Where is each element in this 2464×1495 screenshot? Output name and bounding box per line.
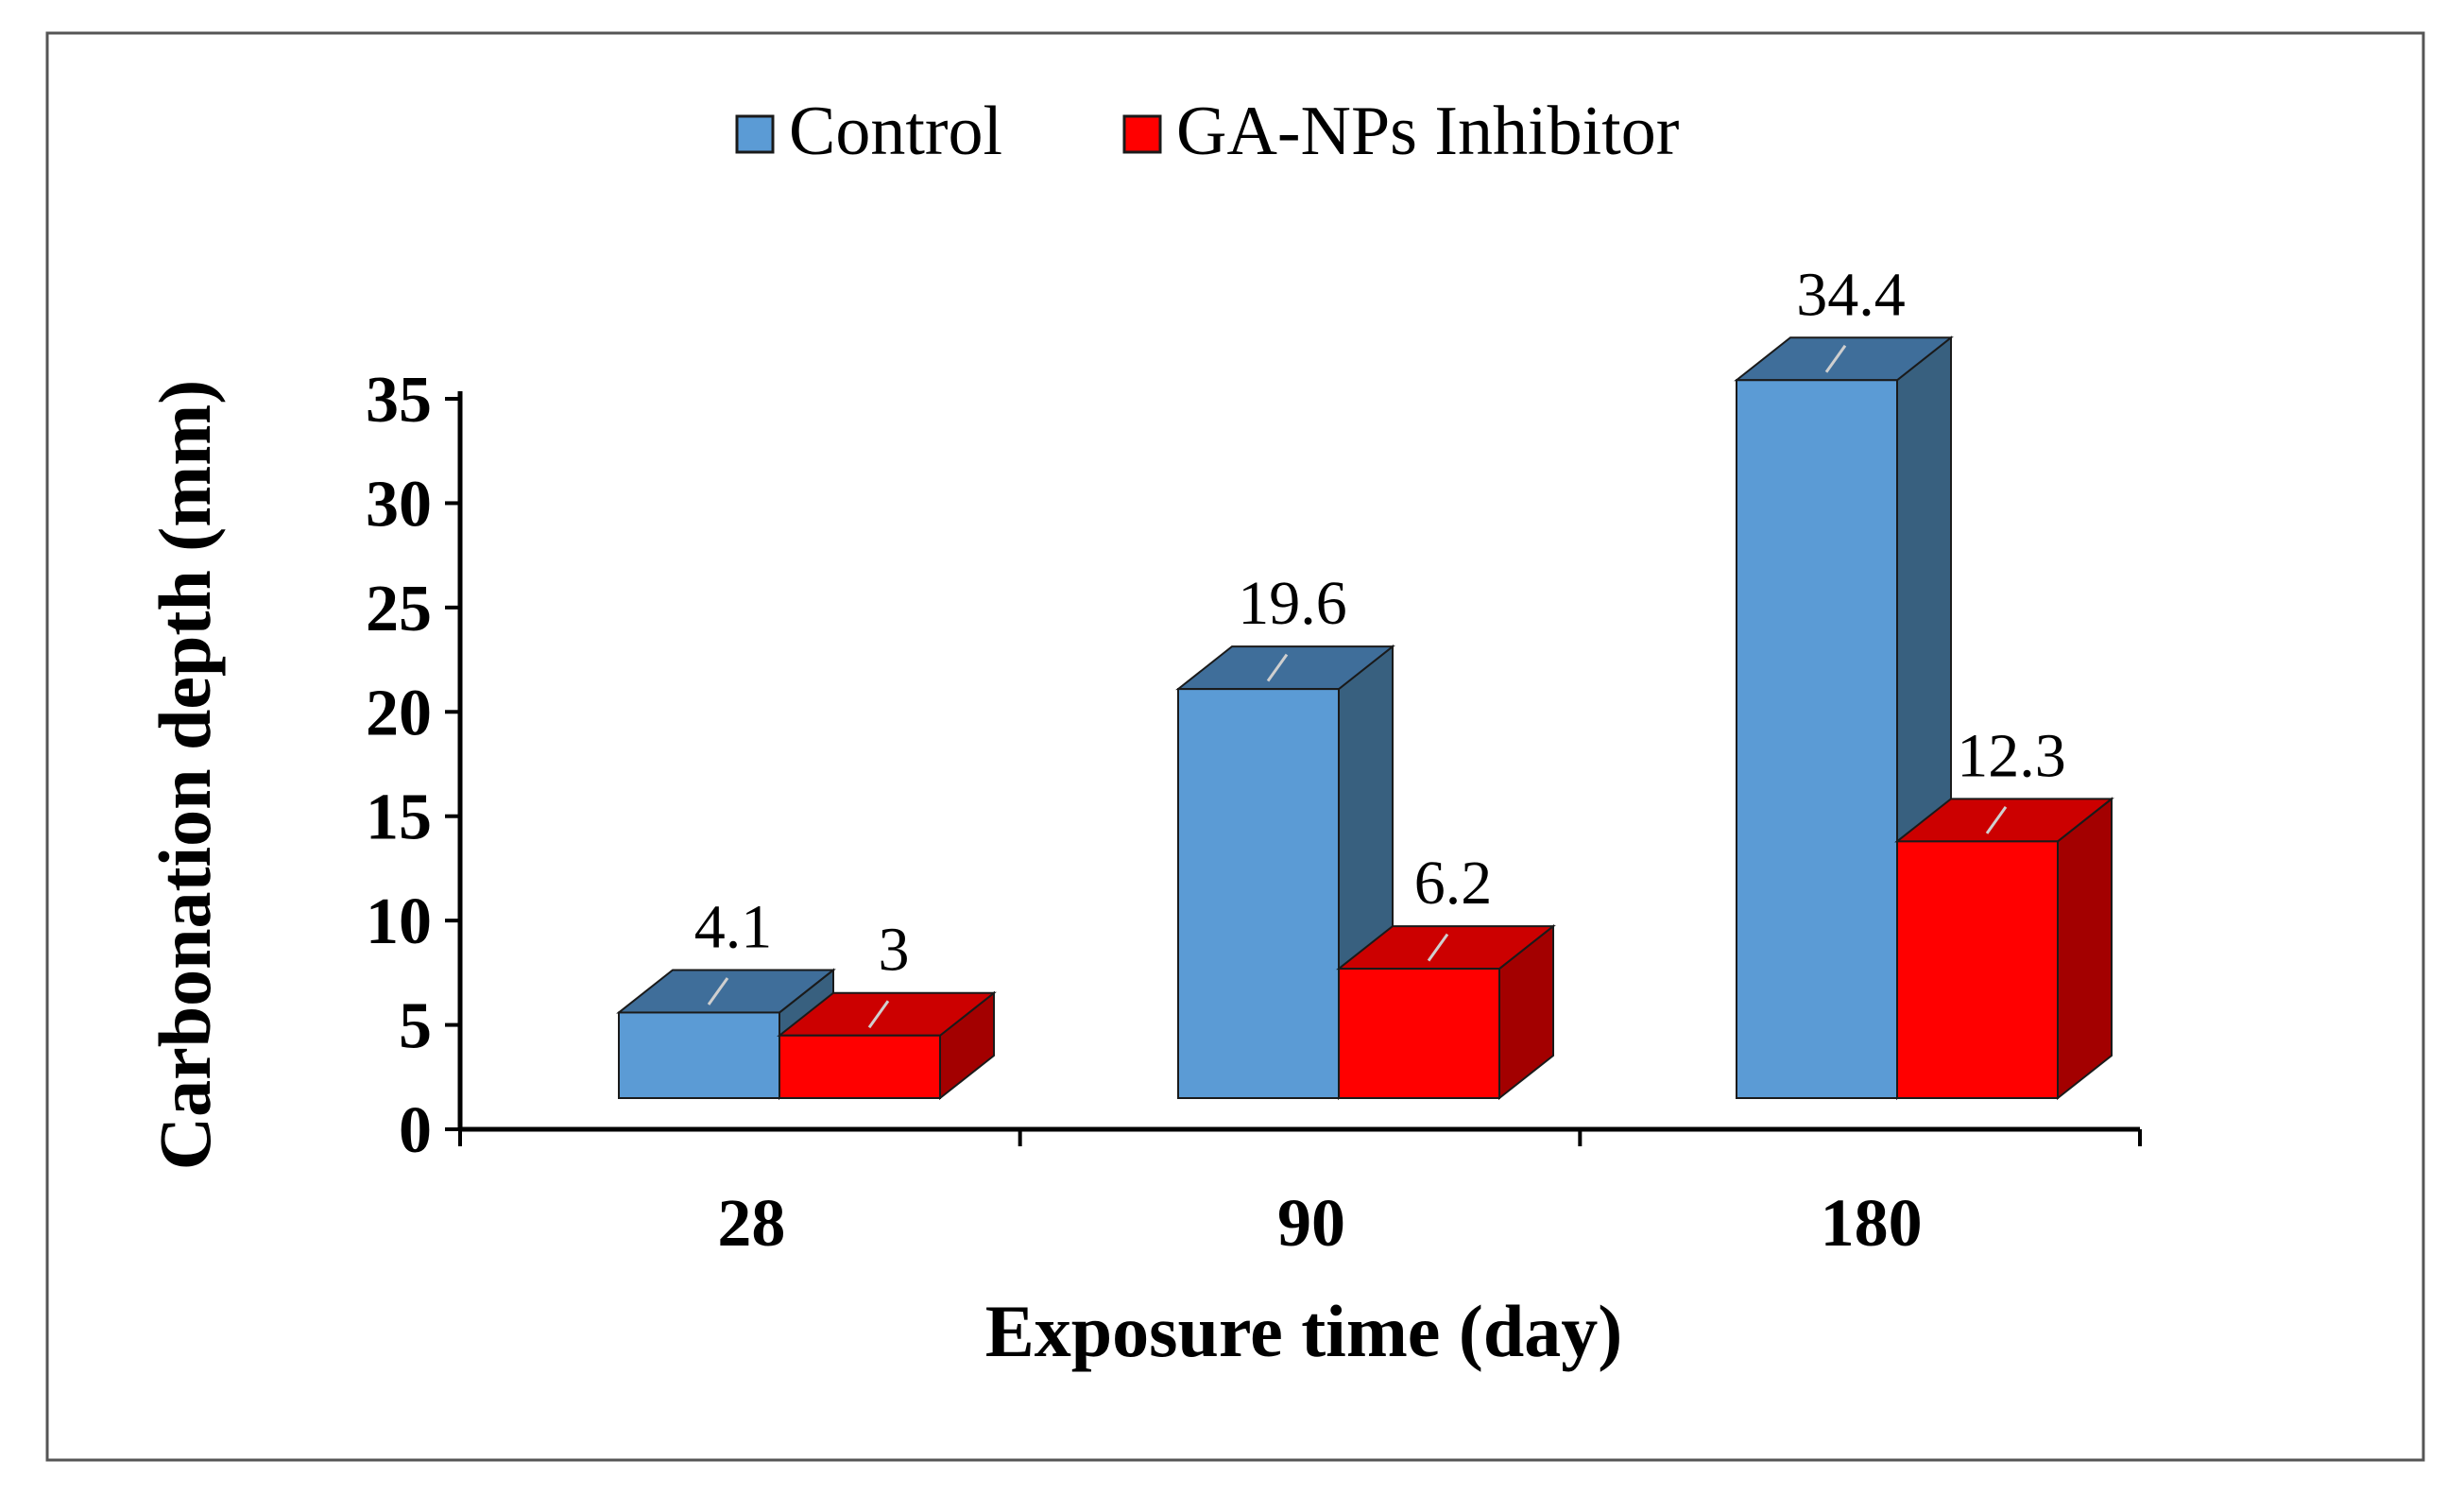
bar-control-180 bbox=[1736, 379, 1898, 1100]
legend-swatch bbox=[1122, 114, 1162, 154]
bar-control-90 bbox=[1177, 688, 1340, 1099]
y-tick-label: 20 bbox=[366, 677, 432, 749]
bar-ga-nps-inhibitor-90 bbox=[1338, 968, 1500, 1100]
legend-swatch bbox=[735, 114, 775, 154]
y-tick-label: 35 bbox=[366, 364, 432, 437]
data-label-leader bbox=[867, 1000, 890, 1029]
legend-label: GA-NPs Inhibitor bbox=[1176, 93, 1679, 170]
data-label: 34.4 bbox=[1796, 260, 1906, 329]
bars bbox=[616, 335, 2114, 1101]
bar-side-ga-nps-inhibitor-180 bbox=[2057, 797, 2113, 1101]
axes: 0 5 10 15 20 25 30 35 28 90 180 bbox=[366, 364, 2142, 1261]
data-label-leader bbox=[1266, 653, 1289, 682]
data-label-leader bbox=[1985, 805, 2008, 834]
y-tick-label: 10 bbox=[366, 885, 432, 958]
bar-ga-nps-inhibitor-28 bbox=[779, 1034, 941, 1099]
data-label: 3 bbox=[879, 916, 910, 985]
y-tick-label: 5 bbox=[399, 990, 432, 1063]
legend: Control GA-NPs Inhibitor bbox=[735, 93, 1679, 170]
x-tick-label: 28 bbox=[717, 1185, 785, 1261]
data-label-leader bbox=[707, 977, 729, 1005]
data-label: 4.1 bbox=[694, 892, 773, 961]
x-tick-label: 180 bbox=[1821, 1185, 1923, 1261]
bar-control-28 bbox=[618, 1011, 780, 1100]
y-tick-label: 30 bbox=[366, 468, 432, 541]
y-axis-title: Carbonation depth (mm) bbox=[144, 380, 226, 1170]
bar-ga-nps-inhibitor-180 bbox=[1896, 840, 2059, 1099]
x-tick-label: 90 bbox=[1277, 1185, 1345, 1261]
y-tick-label: 0 bbox=[399, 1094, 432, 1167]
x-axis-title: Exposure time (day) bbox=[985, 1290, 1623, 1372]
data-labels: 4.1 3 19.6 6.2 34.4 12.3 bbox=[694, 260, 2066, 1029]
y-tick-label: 15 bbox=[366, 782, 432, 854]
data-label: 12.3 bbox=[1957, 721, 2066, 790]
legend-label: Control bbox=[789, 93, 1002, 170]
data-label: 6.2 bbox=[1414, 849, 1493, 918]
data-label: 19.6 bbox=[1238, 569, 1347, 638]
data-label-leader bbox=[1427, 933, 1449, 962]
y-tick-label: 25 bbox=[366, 573, 432, 645]
data-label-leader bbox=[1824, 344, 1847, 373]
